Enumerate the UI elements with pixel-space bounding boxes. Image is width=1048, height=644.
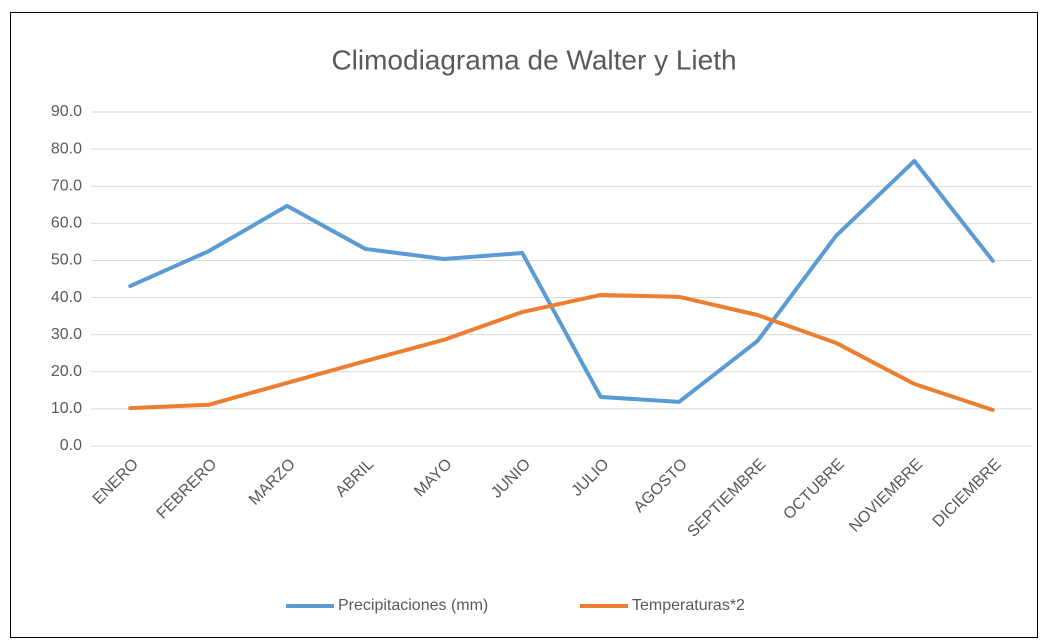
y-tick-label: 60.0: [51, 215, 82, 232]
chart-border: [10, 12, 1038, 638]
y-tick-label: 20.0: [51, 363, 82, 380]
y-tick-label: 80.0: [51, 140, 82, 157]
y-tick-label: 10.0: [51, 400, 82, 417]
y-tick-label: 30.0: [51, 326, 82, 343]
y-tick-label: 40.0: [51, 289, 82, 306]
chart-title: Climodiagrama de Walter y Lieth: [331, 44, 736, 75]
legend-label: Temperaturas*2: [632, 597, 745, 614]
y-tick-label: 0.0: [60, 437, 82, 454]
y-tick-label: 90.0: [51, 103, 82, 120]
y-tick-label: 70.0: [51, 177, 82, 194]
y-tick-label: 50.0: [51, 252, 82, 269]
series-line: [128, 292, 995, 413]
series-line: [128, 158, 995, 404]
legend-label: Precipitaciones (mm): [338, 597, 488, 614]
